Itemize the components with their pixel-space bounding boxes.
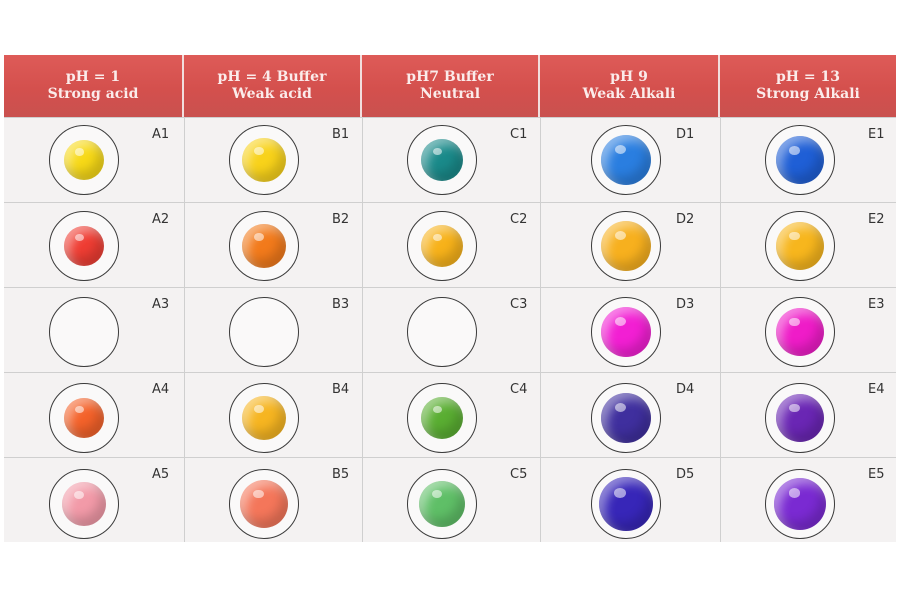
well-label: D1 <box>676 127 695 142</box>
well-label: C4 <box>510 382 528 397</box>
indicator-drop <box>776 394 824 443</box>
indicator-drop <box>601 307 651 357</box>
well-label: E5 <box>868 467 885 482</box>
grid-line <box>4 287 896 288</box>
well-ring <box>49 469 119 539</box>
well-label: E1 <box>868 127 885 142</box>
indicator-drop <box>62 482 106 526</box>
indicator-drop <box>64 226 104 267</box>
indicator-drop <box>599 477 653 531</box>
indicator-drop <box>421 139 463 182</box>
well-label: A1 <box>152 127 170 142</box>
column-header-ph-label: pH7 Buffer <box>406 69 494 85</box>
well-label: C3 <box>510 297 528 312</box>
well-ring <box>407 297 477 367</box>
indicator-drop <box>242 396 286 441</box>
indicator-drop <box>774 478 826 530</box>
grid-line <box>362 117 363 542</box>
column-header-ph13: pH = 13 Strong Alkali <box>720 55 896 117</box>
column-header-type-label: Neutral <box>419 86 481 102</box>
well-label: B4 <box>332 382 350 397</box>
grid-line <box>4 202 896 203</box>
well-label: B3 <box>332 297 350 312</box>
indicator-drop <box>242 224 286 269</box>
indicator-drop <box>64 398 104 439</box>
column-header-type-label: Strong Alkali <box>756 86 860 102</box>
indicator-drop <box>242 138 286 183</box>
indicator-drop <box>419 481 465 527</box>
indicator-drop <box>601 221 651 272</box>
column-header-type-label: Weak Alkali <box>582 86 676 102</box>
indicator-drop <box>601 393 651 444</box>
well-label: E3 <box>868 297 885 312</box>
grid-line <box>4 372 896 373</box>
well-label: D5 <box>676 467 695 482</box>
indicator-drop <box>776 308 824 356</box>
grid-line <box>720 117 721 542</box>
column-header-ph4: pH = 4 Buffer Weak acid <box>184 55 362 117</box>
column-header-ph9: pH 9 Weak Alkali <box>540 55 720 117</box>
column-header-ph1: pH = 1 Strong acid <box>4 55 184 117</box>
well-label: B5 <box>332 467 350 482</box>
indicator-drop <box>240 480 288 528</box>
grid-line <box>184 117 185 542</box>
indicator-drop <box>64 140 104 181</box>
well-label: A5 <box>152 467 170 482</box>
column-header-ph-label: pH = 4 Buffer <box>217 69 327 85</box>
well-label: C1 <box>510 127 528 142</box>
well-label: D4 <box>676 382 695 397</box>
indicator-drop <box>776 136 824 185</box>
column-header-ph7: pH7 Buffer Neutral <box>362 55 540 117</box>
well-label: D3 <box>676 297 695 312</box>
header-row: pH = 1 Strong acid pH = 4 Buffer Weak ac… <box>4 55 896 117</box>
column-header-type-label: Strong acid <box>47 86 139 102</box>
well-label: C2 <box>510 212 528 227</box>
well-label: D2 <box>676 212 695 227</box>
indicator-drop <box>421 225 463 268</box>
indicator-drop <box>601 135 651 186</box>
well-ring <box>49 297 119 367</box>
column-header-ph-label: pH = 13 <box>776 69 840 85</box>
column-header-type-label: Weak acid <box>232 86 312 102</box>
indicator-drop <box>776 222 824 271</box>
well-label: A2 <box>152 212 170 227</box>
well-label: C5 <box>510 467 528 482</box>
grid-line <box>4 457 896 458</box>
well-label: E4 <box>868 382 885 397</box>
well-label: A4 <box>152 382 170 397</box>
column-header-ph-label: pH = 1 <box>65 69 121 85</box>
well-ring <box>229 297 299 367</box>
ph-indicator-board: pH = 1 Strong acid pH = 4 Buffer Weak ac… <box>4 55 896 542</box>
well-label: B1 <box>332 127 350 142</box>
grid-line <box>540 117 541 542</box>
indicator-drop <box>421 397 463 440</box>
grid-line <box>4 117 896 118</box>
column-header-ph-label: pH 9 <box>610 69 648 85</box>
well-label: B2 <box>332 212 350 227</box>
well-label: A3 <box>152 297 170 312</box>
well-label: E2 <box>868 212 885 227</box>
